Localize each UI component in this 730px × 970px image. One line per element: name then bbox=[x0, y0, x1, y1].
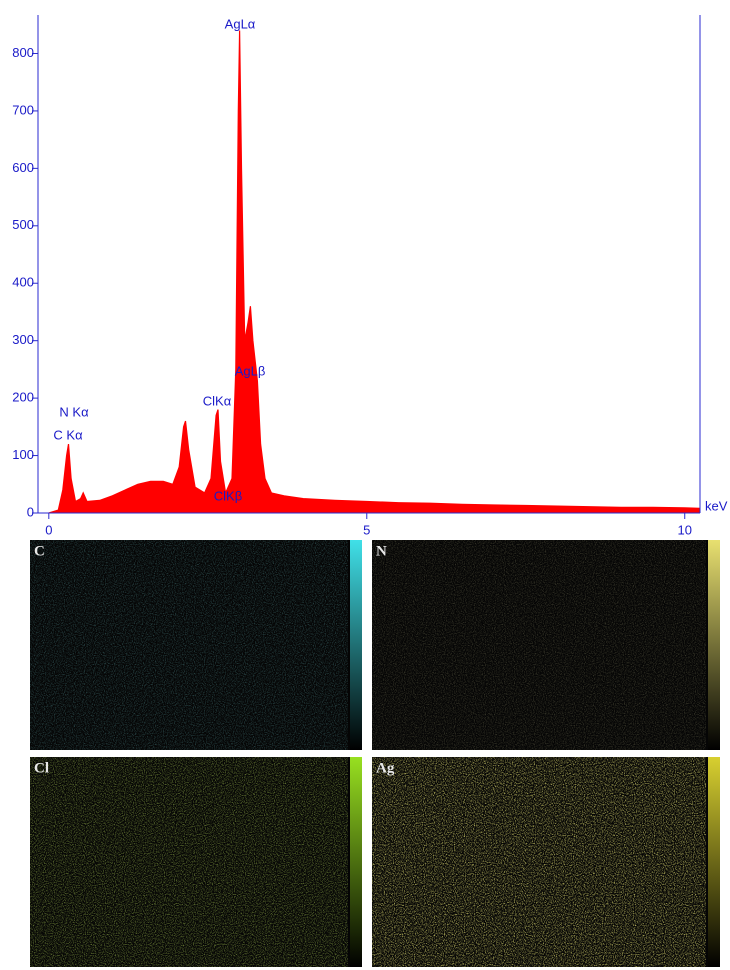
map-noise bbox=[30, 540, 348, 750]
peak-annotation: AgLα bbox=[225, 16, 256, 31]
x-axis-label: keV bbox=[705, 498, 728, 513]
y-tick-label: 0 bbox=[27, 504, 34, 519]
map-label: Cl bbox=[34, 760, 49, 776]
color-bar bbox=[350, 540, 362, 750]
peak-annotation: ClKβ bbox=[214, 488, 242, 503]
peak-annotation: C Kα bbox=[53, 427, 83, 442]
area-fill bbox=[48, 30, 701, 513]
map-label: C bbox=[34, 543, 45, 559]
color-bar bbox=[708, 540, 720, 750]
spectrum-line bbox=[48, 30, 701, 514]
y-tick-label: 700 bbox=[12, 102, 34, 117]
map-noise bbox=[372, 757, 706, 967]
x-tick-label: 10 bbox=[678, 522, 692, 537]
y-tick-label: 600 bbox=[12, 160, 34, 175]
color-bar bbox=[708, 757, 720, 967]
map-noise bbox=[30, 757, 348, 967]
y-tick-label: 500 bbox=[12, 217, 34, 232]
x-tick-label: 0 bbox=[45, 522, 52, 537]
peak-annotation: AgLβ bbox=[235, 363, 266, 378]
color-bar bbox=[350, 757, 362, 967]
y-tick-label: 400 bbox=[12, 275, 34, 290]
y-tick-label: 800 bbox=[12, 45, 34, 60]
map-label: N bbox=[376, 543, 387, 559]
peak-annotation: N Kα bbox=[59, 404, 89, 419]
y-tick-label: 300 bbox=[12, 332, 34, 347]
map-noise bbox=[372, 540, 706, 750]
y-tick-label: 200 bbox=[12, 390, 34, 405]
y-tick-label: 100 bbox=[12, 447, 34, 462]
x-tick-label: 5 bbox=[363, 522, 370, 537]
map-label: Ag bbox=[376, 760, 395, 776]
peak-annotation: ClKα bbox=[203, 393, 232, 408]
